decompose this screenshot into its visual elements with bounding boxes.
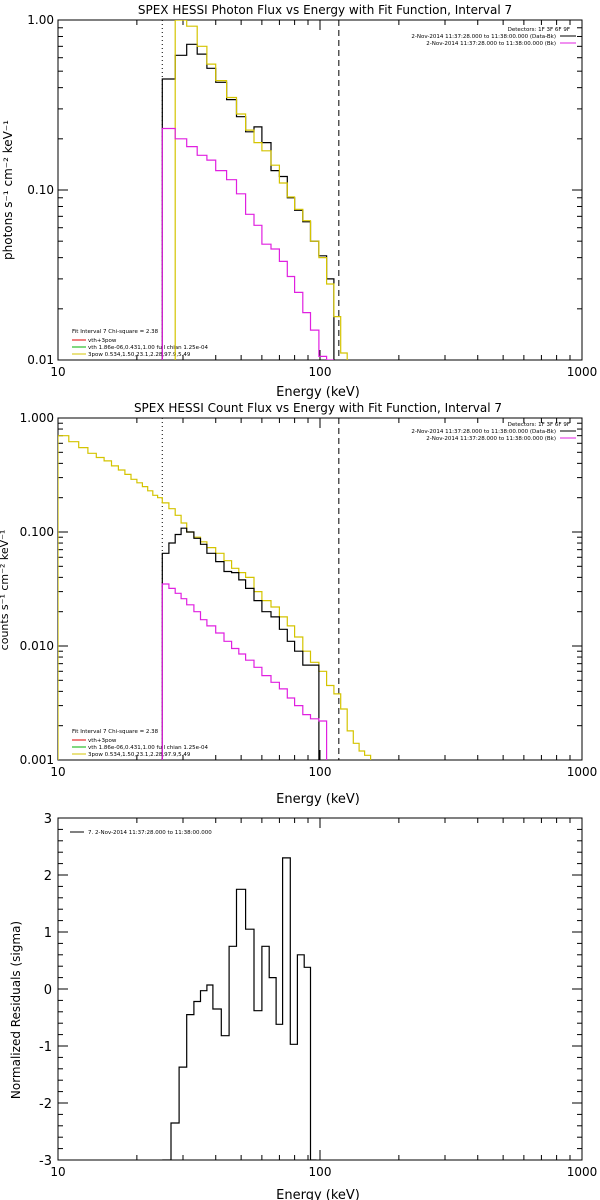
y-tick-label: 0.100 <box>20 525 54 539</box>
y-axis-label: counts s⁻¹ cm⁻² keV⁻¹ <box>0 530 11 651</box>
residuals-panel: 7. 2-Nov-2014 11:37:28.000 to 11:38:00.0… <box>9 830 360 1200</box>
y-tick-label: 0 <box>44 983 52 998</box>
series-yellow <box>58 435 372 760</box>
series-yellow <box>174 20 348 360</box>
y-tick-label: 0.10 <box>27 183 54 197</box>
series-magenta <box>161 127 334 360</box>
y-tick-label: 3 <box>44 812 52 827</box>
x-axis-label: Energy (keV) <box>276 385 360 400</box>
plot-frame <box>57 817 583 1161</box>
y-tick-label: 0.001 <box>20 753 54 767</box>
y-tick-label: 0.01 <box>27 353 54 367</box>
y-axis-label: Normalized Residuals (sigma) <box>9 921 23 1099</box>
panel-title: SPEX HESSI Count Flux vs Energy with Fit… <box>134 401 502 415</box>
y-tick-label: 1 <box>44 926 52 941</box>
series-magenta <box>161 583 328 760</box>
legend-label: 7. 2-Nov-2014 11:37:28.000 to 11:38:00.0… <box>88 830 212 836</box>
legend-block: Fit Interval 7 Chi-square = 2.38 vth+3po… <box>72 329 208 358</box>
legend-total-label: vth+3pow <box>88 338 117 344</box>
x-tick-label: 100 <box>309 365 332 379</box>
legend-vth-label: vth 1.86e-06,0.431,1.00 full chian 1.25e… <box>88 745 208 751</box>
legend-fit-line: Fit Interval 7 Chi-square = 2.38 <box>72 729 159 735</box>
x-axis-label: Energy (keV) <box>276 792 360 807</box>
bk-time-label: 2-Nov-2014 11:37:28.000 to 11:38:00.000 … <box>426 41 556 47</box>
y-axis-label: photons s⁻¹ cm⁻² keV⁻¹ <box>1 120 15 260</box>
y-tick-label: 1.000 <box>20 411 54 425</box>
legend-block: 7. 2-Nov-2014 11:37:28.000 to 11:38:00.0… <box>70 830 212 836</box>
x-tick-label: 100 <box>309 1165 332 1179</box>
x-tick-label: 1000 <box>567 1165 598 1179</box>
x-tick-label: 10 <box>50 765 65 779</box>
detectors-label: Detectors: 1F 3F 6F 9F <box>508 27 570 33</box>
y-tick-label: 2 <box>44 869 52 884</box>
y-tick-label: 1.00 <box>27 13 54 27</box>
legend-vth-label: vth 1.86e-06,0.431,1.00 full chian 1.25e… <box>88 345 208 351</box>
plot-frame <box>57 19 583 361</box>
legend-fit-line: Fit Interval 7 Chi-square = 2.38 <box>72 329 159 335</box>
legend-pow-label: 3pow 0.534,1.50,23.1,2.28,97.9,5.49 <box>88 752 191 758</box>
x-tick-label: 100 <box>309 765 332 779</box>
count-flux-panel: SPEX HESSI Count Flux vs Energy with Fit… <box>0 401 576 807</box>
photon-flux-panel: SPEX HESSI Photon Flux vs Energy with Fi… <box>1 3 576 400</box>
y-tick-label: -3 <box>39 1154 52 1169</box>
x-tick-label: 10 <box>50 365 65 379</box>
chart-1: 10 100 1000 1.00 0.10 0.01 <box>27 13 597 379</box>
chart-2: 10 100 1000 1.000 0.100 0.010 0.001 <box>20 411 598 779</box>
x-tick-label: 10 <box>50 1165 65 1179</box>
x-tick-label: 1000 <box>567 365 598 379</box>
x-tick-label: 1000 <box>567 765 598 779</box>
panel-title: SPEX HESSI Photon Flux vs Energy with Fi… <box>138 3 512 17</box>
y-tick-label: -2 <box>39 1097 52 1112</box>
info-block: Detectors: 1F 3F 6F 9F 2-Nov-2014 11:37:… <box>411 27 576 47</box>
legend-pow-label: 3pow 0.534,1.50,23.1,2.28,97.9,5.49 <box>88 352 191 358</box>
y-tick-label: 0.010 <box>20 639 54 653</box>
legend-block: Fit Interval 7 Chi-square = 2.38 vth+3po… <box>72 729 208 758</box>
x-axis-label: Energy (keV) <box>276 1188 360 1200</box>
legend-total-label: vth+3pow <box>88 738 117 744</box>
bk-time-label: 2-Nov-2014 11:37:28.000 to 11:38:00.000 … <box>426 436 556 442</box>
data-time-label: 2-Nov-2014 11:37:28.000 to 11:38:00.000 … <box>411 34 556 40</box>
data-time-label: 2-Nov-2014 11:37:28.000 to 11:38:00.000 … <box>411 429 556 435</box>
y-tick-label: -1 <box>39 1040 52 1055</box>
detectors-label: Detectors: 1F 3F 6F 9F <box>508 422 570 428</box>
plot-frame <box>57 417 583 761</box>
series-black <box>162 857 317 1160</box>
series-black <box>161 527 320 760</box>
info-block: Detectors: 1F 3F 6F 9F 2-Nov-2014 11:37:… <box>411 422 576 442</box>
